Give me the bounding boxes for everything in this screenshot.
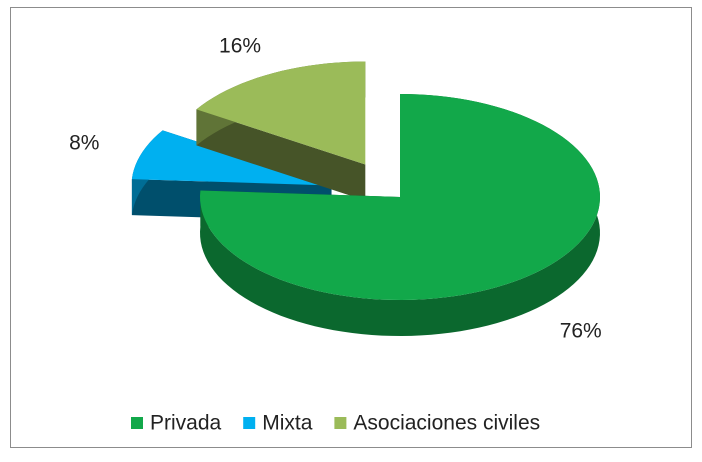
slice: [200, 94, 600, 336]
slice: [196, 61, 366, 201]
legend-label: Privada: [150, 412, 222, 435]
legend-swatch: [334, 417, 347, 429]
legend-label: Mixta: [262, 412, 312, 435]
data-label: 16%: [219, 35, 261, 58]
data-label: 76%: [560, 320, 602, 343]
slice-wall: [196, 109, 366, 201]
data-label: 8%: [69, 132, 99, 155]
legend-label: Asociaciones civiles: [353, 412, 540, 435]
slice-top: [200, 94, 600, 300]
legend-swatch: [243, 417, 256, 429]
slice-top: [196, 61, 366, 165]
legend-swatch: [131, 417, 143, 429]
